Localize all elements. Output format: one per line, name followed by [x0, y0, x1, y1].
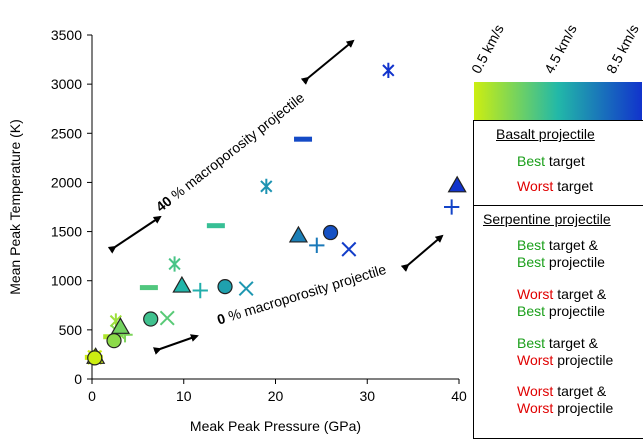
- y-tick-label: 3500: [51, 27, 82, 43]
- x-tick-label: 30: [359, 388, 375, 404]
- point-triangle: [288, 225, 309, 243]
- legend-text: projectile: [553, 352, 614, 368]
- point-asterisk: [168, 256, 181, 272]
- colorbar: [474, 82, 642, 120]
- x-tick-label: 0: [88, 388, 96, 404]
- legend-text: target &: [553, 286, 607, 302]
- annotation-0-arrow-upper: [400, 234, 444, 272]
- y-tick-label: 3000: [51, 76, 82, 92]
- annotation-40-arrow-lower: [107, 215, 162, 254]
- legend-basalt-best-target: Best target: [517, 153, 585, 170]
- legend-text: target &: [553, 383, 607, 399]
- annotation-0-arrow-lower: [153, 334, 199, 355]
- annotation-40-arrow-upper: [300, 39, 355, 85]
- point-triangle: [172, 275, 192, 293]
- x-axis-label: Meak Peak Pressure (GPa): [190, 418, 361, 434]
- y-tick-label: 1500: [51, 224, 82, 240]
- legend-hl: Worst: [517, 352, 554, 368]
- point-plus: [309, 237, 325, 253]
- legend-hl: Best: [517, 254, 546, 270]
- legend-text: target: [553, 178, 594, 194]
- legend-serpentine-box: [473, 205, 643, 439]
- x-tick-label: 10: [176, 388, 192, 404]
- colorbar-bar: [474, 82, 642, 120]
- legend-hl: Worst: [517, 286, 554, 302]
- legend-hl: Best: [517, 237, 546, 253]
- legend-text: projectile: [545, 254, 605, 270]
- legend-hl: Worst: [517, 400, 554, 416]
- annotation-text: % macroporosity projectile: [165, 89, 307, 205]
- x-tick-label: 40: [451, 388, 467, 404]
- legend-hl: Worst: [517, 383, 554, 399]
- legend-hl: Best: [517, 335, 546, 351]
- legend-serp-item-1: Best target & Best projectile: [517, 237, 605, 271]
- legend-serp-item-4: Worst target & Worst projectile: [517, 383, 613, 417]
- legend-basalt-box: [473, 120, 643, 207]
- y-axis-label: Mean Peak Temperature (K): [7, 119, 23, 295]
- point-triangle: [447, 175, 467, 193]
- point-circle: [106, 333, 122, 349]
- point-triangle: [110, 317, 131, 334]
- legend-text: target &: [545, 335, 598, 351]
- point-asterisk: [382, 62, 395, 79]
- legend-serpentine-title: Serpentine projectile: [483, 211, 611, 227]
- annotation-40-label: 40 % macroporosity projectile: [153, 89, 308, 215]
- point-asterisk: [260, 178, 273, 195]
- point-dash: [206, 223, 225, 229]
- point-x: [159, 310, 175, 326]
- point-circle: [143, 311, 159, 327]
- legend-hl: Worst: [517, 178, 554, 194]
- point-x: [238, 281, 254, 297]
- legend-basalt-title: Basalt projectile: [496, 126, 595, 142]
- point-circle: [217, 278, 233, 295]
- point-dash: [139, 285, 158, 291]
- point-plus: [192, 282, 208, 299]
- legend-serp-item-2: Worst target & Best projectile: [517, 286, 606, 320]
- y-tick-label: 500: [59, 322, 83, 338]
- annotation-text: % macroporosity projectile: [223, 261, 389, 325]
- marks-layer: [84, 62, 467, 366]
- point-circle: [87, 350, 103, 366]
- point-x: [341, 241, 357, 257]
- x-tick-label: 20: [268, 388, 284, 404]
- point-circle: [322, 224, 339, 241]
- legend-text: target &: [545, 237, 598, 253]
- y-tick-label: 2500: [51, 125, 82, 141]
- y-tick-label: 2000: [51, 174, 82, 190]
- legend-text: target: [545, 153, 585, 169]
- y-tick-label: 1000: [51, 273, 82, 289]
- legend-text: projectile: [553, 400, 614, 416]
- y-tick-label: 0: [74, 371, 82, 387]
- point-dash: [294, 136, 313, 142]
- legend-basalt-worst-target: Worst target: [517, 178, 593, 195]
- legend-text: projectile: [545, 303, 605, 319]
- legend-hl: Best: [517, 153, 546, 169]
- legend-serp-item-3: Best target & Worst projectile: [517, 335, 613, 369]
- legend-hl: Best: [517, 303, 546, 319]
- axes-layer: 0 500 1000 1500 2000 2500 3000 3500 0 10 20 30 40 Mea…: [7, 27, 467, 434]
- point-plus: [444, 199, 460, 215]
